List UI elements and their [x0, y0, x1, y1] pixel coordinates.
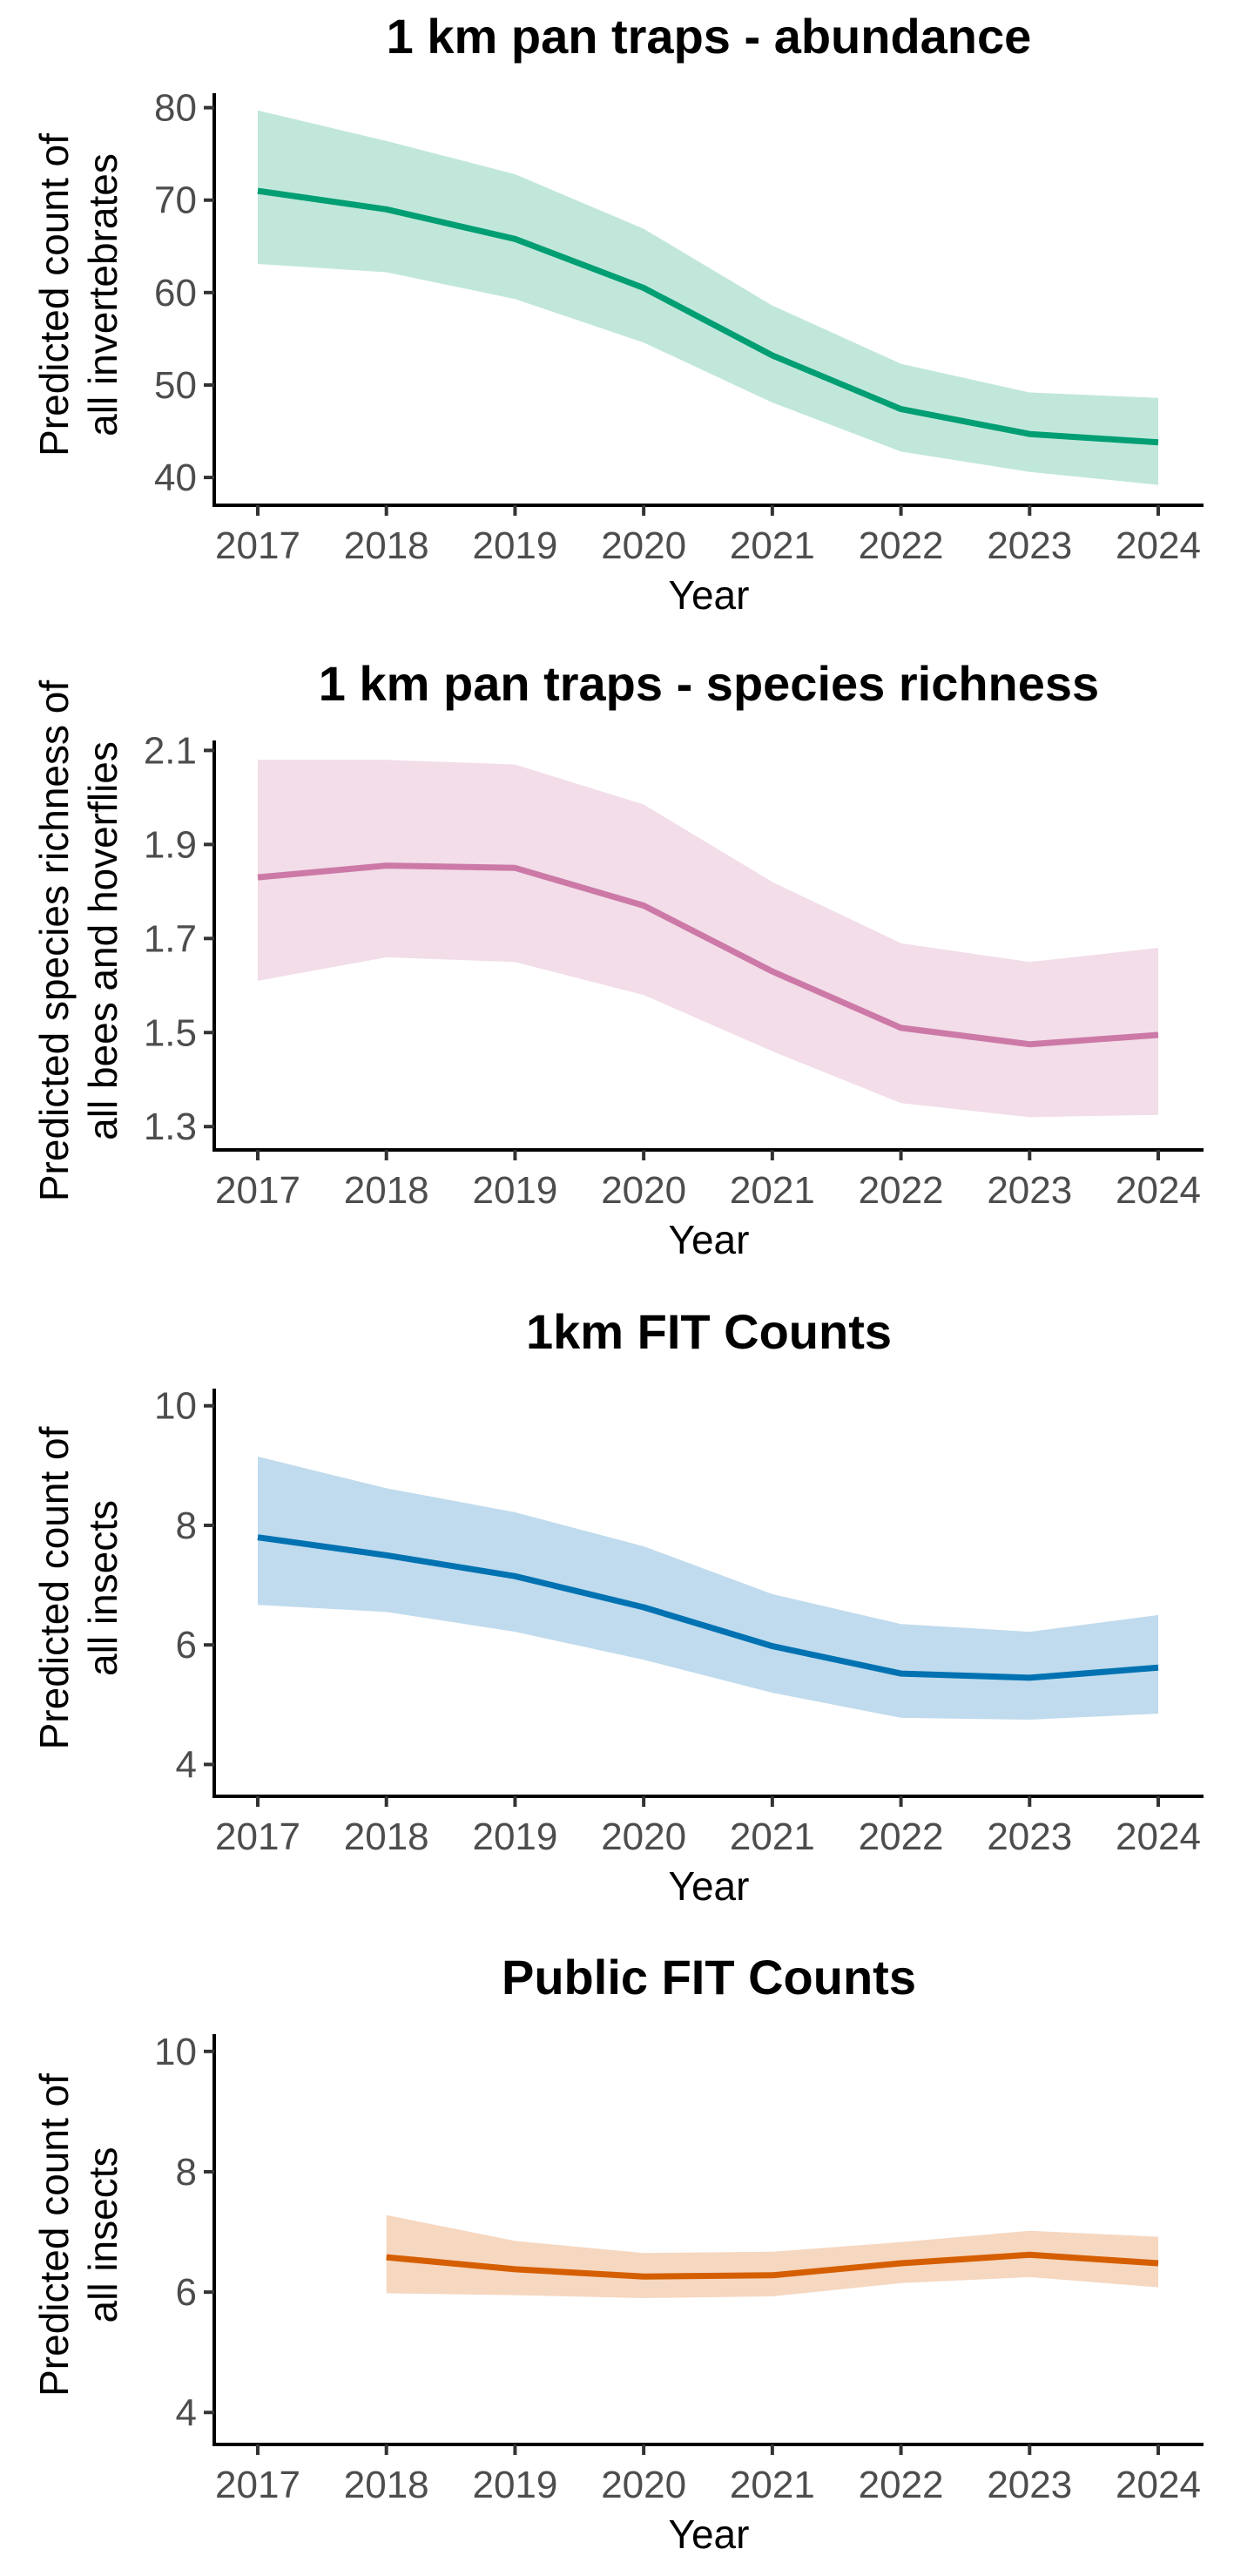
chart-title: 1 km pan traps - species richness [319, 656, 1099, 711]
x-tick-label: 2020 [601, 1169, 686, 1212]
y-tick-label: 10 [154, 2031, 197, 2073]
chart-title: 1km FIT Counts [526, 1304, 892, 1359]
x-tick-label: 2017 [215, 524, 300, 567]
x-axis-title: Year [669, 1863, 750, 1909]
x-tick-label: 2020 [601, 524, 686, 567]
x-tick-label: 2019 [472, 1169, 557, 1212]
x-tick-label: 2024 [1116, 1169, 1201, 1212]
x-tick-label: 2017 [215, 2464, 300, 2506]
chart-title: Public FIT Counts [502, 1950, 916, 2005]
y-tick-label: 8 [176, 1504, 197, 1547]
y-axis-title: Predicted species richness of [31, 680, 77, 1202]
y-tick-label: 4 [176, 2391, 197, 2434]
y-tick-label: 1.7 [144, 917, 197, 960]
y-tick-label: 60 [154, 272, 197, 314]
x-tick-label: 2019 [472, 524, 557, 567]
x-axis-title: Year [669, 572, 750, 618]
x-tick-label: 2021 [730, 2464, 815, 2506]
confidence-band [258, 111, 1158, 485]
y-tick-label: 50 [154, 364, 197, 407]
x-tick-label: 2017 [215, 1169, 300, 1212]
chart-title: 1 km pan traps - abundance [387, 9, 1032, 64]
y-tick-label: 80 [154, 87, 197, 130]
y-tick-label: 4 [176, 1743, 197, 1786]
y-tick-label: 1.9 [144, 823, 197, 866]
x-tick-label: 2022 [859, 1169, 944, 1212]
y-axis-title: Predicted count of [31, 1426, 77, 1749]
x-tick-label: 2017 [215, 1815, 300, 1858]
x-tick-label: 2022 [859, 1815, 944, 1858]
y-axis-title: Predicted count of [31, 2073, 77, 2397]
x-tick-label: 2019 [472, 1815, 557, 1858]
y-tick-label: 10 [154, 1385, 197, 1428]
y-tick-label: 2.1 [144, 729, 197, 772]
y-tick-label: 70 [154, 179, 197, 222]
x-tick-label: 2022 [859, 524, 944, 567]
chart-panel-1: 1 km pan traps - abundance 40 50 60 70 80 2017… [31, 9, 1204, 618]
x-tick-label: 2020 [601, 2464, 686, 2506]
x-tick-label: 2023 [987, 524, 1072, 567]
chart-panel-2: 1 km pan traps - species richness 1.3 1.5 1… [31, 656, 1204, 1262]
y-tick-label: 6 [176, 1624, 197, 1667]
x-tick-label: 2018 [344, 1169, 429, 1212]
x-tick-label: 2018 [344, 1815, 429, 1858]
y-axis-title: all insects [80, 1500, 125, 1676]
x-tick-label: 2022 [859, 2464, 944, 2506]
y-tick-label: 1.5 [144, 1011, 197, 1054]
x-tick-label: 2024 [1116, 2464, 1201, 2506]
y-axis-title: all insects [80, 2147, 125, 2323]
x-tick-label: 2018 [344, 2464, 429, 2506]
x-tick-label: 2024 [1116, 1815, 1201, 1858]
x-tick-label: 2019 [472, 2464, 557, 2506]
x-tick-label: 2021 [730, 1169, 815, 1212]
y-tick-label: 8 [176, 2151, 197, 2194]
y-tick-label: 6 [176, 2271, 197, 2314]
x-tick-label: 2021 [730, 524, 815, 567]
x-tick-label: 2021 [730, 1815, 815, 1858]
y-axis-title: all invertebrates [80, 153, 125, 436]
chart-panel-4: Public FIT Counts 4 6 8 10 2017 2018 2019 2020 20… [31, 1950, 1204, 2557]
chart-panel-3: 1km FIT Counts 4 6 8 10 2017 2018 2019 2020 2021 2… [31, 1304, 1204, 1909]
x-axis-title: Year [669, 1217, 750, 1262]
y-axis-title: all bees and hoverflies [80, 741, 125, 1140]
y-tick-label: 1.3 [144, 1105, 197, 1148]
x-tick-label: 2018 [344, 524, 429, 567]
y-axis-title: Predicted count of [31, 133, 77, 456]
x-axis-title: Year [669, 2512, 750, 2557]
x-tick-label: 2023 [987, 1815, 1072, 1858]
y-tick-label: 40 [154, 456, 197, 499]
x-tick-label: 2023 [987, 2464, 1072, 2506]
x-tick-label: 2024 [1116, 524, 1201, 567]
x-tick-label: 2020 [601, 1815, 686, 1858]
x-tick-label: 2023 [987, 1169, 1072, 1212]
